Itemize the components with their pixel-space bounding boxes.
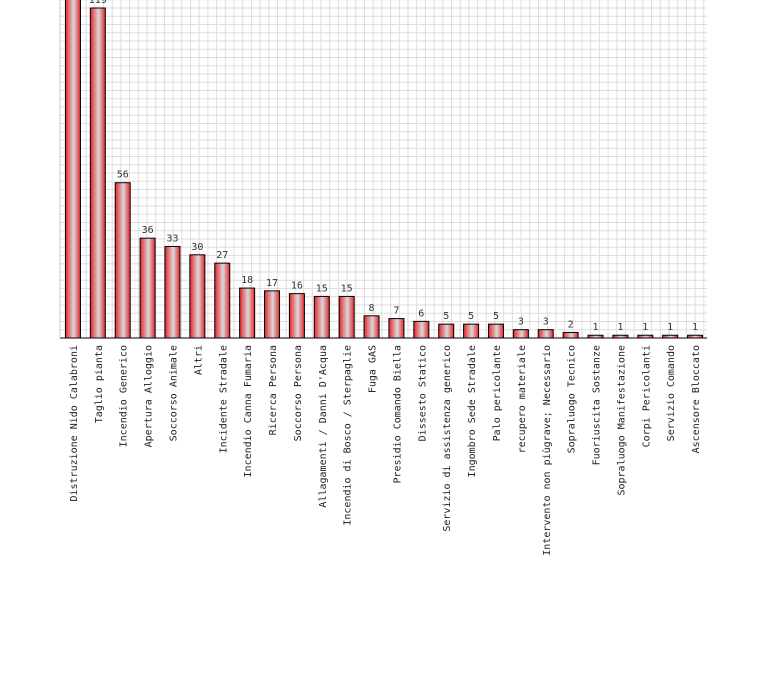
bar: [189, 254, 206, 339]
x-tick-label: Incendio Generico: [119, 345, 130, 447]
x-tick-label: Soccorso Animale: [168, 345, 179, 441]
bar: [264, 290, 281, 339]
bar-value-label: 1: [593, 322, 599, 333]
chart-grid: [59, 0, 707, 339]
bar-value-label: 18: [241, 275, 253, 286]
x-tick-label: Servizio Comando: [666, 345, 677, 441]
x-tick-label: Servizio di assistenza generico: [442, 345, 453, 532]
x-tick-label: Fuoriuscita Sostanze: [592, 345, 603, 465]
bar: [487, 323, 504, 339]
bar-value-label: 16: [291, 281, 303, 292]
bar-value-label: 17: [266, 278, 278, 289]
bar-value-label: 1: [667, 322, 673, 333]
x-tick-label: Altri: [193, 345, 204, 375]
x-tick-label: Dissesto Statico: [417, 345, 428, 441]
bar: [637, 334, 654, 339]
bar: [587, 334, 604, 339]
x-tick-label: Sopraluogo Manifestazione: [616, 345, 627, 496]
x-tick-label: Ricerca Persona: [268, 345, 279, 435]
x-tick-label: recupero materiale: [517, 345, 528, 453]
bar: [64, 0, 81, 339]
bar: [363, 315, 380, 339]
bar-value-label: 3: [543, 317, 549, 328]
x-tick-label: Ascensore Bloccato: [691, 345, 702, 453]
x-tick-label: Presidio Comando Biella: [392, 345, 403, 483]
bar-value-label: 33: [166, 233, 178, 244]
chart-bars: [64, 0, 704, 339]
bar: [164, 245, 181, 339]
chart-x-tick-labels: Distruzione Nido Calabroni Taglio pianta I…: [69, 345, 702, 556]
bar: [114, 182, 131, 339]
bar-value-label: 3: [518, 317, 524, 328]
bar-value-label: 56: [117, 170, 129, 181]
bar-value-label: 15: [341, 283, 353, 294]
bar: [139, 237, 156, 339]
x-tick-label: Ingombro Sede Stradale: [467, 345, 478, 477]
x-tick-label: Apertura Alloggio: [144, 345, 155, 447]
x-tick-label: Taglio pianta: [94, 345, 105, 423]
bar: [313, 295, 330, 339]
x-tick-label: Incidente Stradale: [218, 345, 229, 453]
bar: [512, 329, 529, 339]
bar-value-label: 6: [418, 308, 424, 319]
bar: [413, 320, 430, 339]
bar-value-label: 1: [692, 322, 698, 333]
x-tick-label: Incendio Canna Fumaria: [243, 345, 254, 477]
bar: [214, 262, 231, 339]
bar-value-label: 15: [316, 283, 328, 294]
bar: [463, 323, 480, 339]
bar-value-label: 1: [617, 322, 623, 333]
bar: [687, 334, 704, 339]
x-tick-label: Allagamenti / Danni D'Acqua: [318, 345, 329, 508]
bar: [338, 295, 355, 339]
bar: [562, 331, 579, 339]
x-tick-label: Palo pericolante: [492, 345, 503, 441]
x-tick-label: Fuga GAS: [368, 345, 379, 393]
bar: [662, 334, 679, 339]
bar-value-label: 5: [443, 311, 449, 322]
x-tick-label: Sopraluogo Tecnico: [567, 345, 578, 453]
bar-value-label: 36: [142, 225, 154, 236]
x-tick-label: Distruzione Nido Calabroni: [69, 345, 80, 502]
bar-value-label: 5: [493, 311, 499, 322]
x-tick-label: Intervento non piùgrave; Necessario: [541, 345, 553, 556]
x-tick-label: Corpi Pericolanti: [641, 345, 652, 447]
bar: [612, 334, 629, 339]
bar: [89, 7, 106, 339]
x-tick-label: Soccorso Persona: [293, 345, 304, 441]
bar: [438, 323, 455, 339]
bar-value-label: 27: [216, 250, 228, 261]
bar: [537, 329, 554, 339]
bar-value-label: 1: [642, 322, 648, 333]
bar-value-label: 7: [393, 306, 399, 317]
bar-value-label: 2: [568, 319, 574, 330]
bar-value-label: 119: [89, 0, 107, 6]
bar-value-label: 8: [369, 303, 375, 314]
bar: [239, 287, 256, 339]
bar: [388, 318, 405, 339]
bar-value-label: 5: [468, 311, 474, 322]
x-tick-label: Incendio di Bosco / Sterpaglie: [343, 345, 354, 526]
bar: [288, 293, 305, 339]
bar-value-label: 30: [191, 242, 203, 253]
